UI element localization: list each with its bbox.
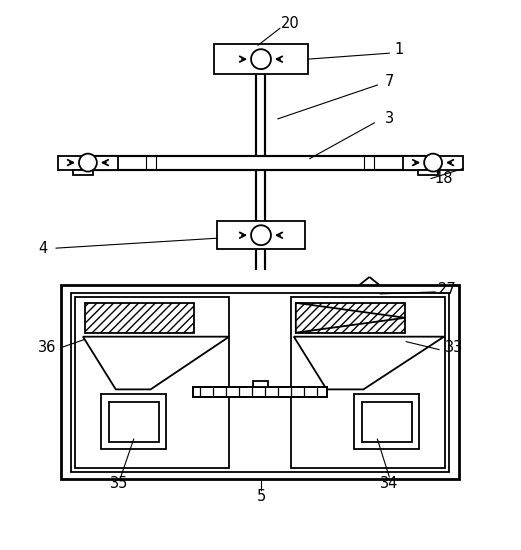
Text: 1: 1 (394, 42, 404, 57)
Bar (403, 156, 463, 169)
Bar (418, 169, 438, 174)
Text: 20: 20 (280, 16, 299, 31)
Bar (58, 156, 118, 169)
Bar (101, 394, 166, 449)
Text: 35: 35 (109, 476, 128, 491)
Bar (253, 382, 268, 387)
Circle shape (79, 153, 97, 172)
Text: 27: 27 (438, 282, 456, 298)
Bar (193, 387, 327, 397)
Circle shape (251, 49, 271, 69)
Bar (85, 303, 194, 333)
Bar (71, 293, 449, 472)
Circle shape (251, 226, 271, 245)
Bar (296, 303, 405, 333)
Circle shape (424, 153, 442, 172)
Text: 36: 36 (38, 340, 56, 355)
Bar (291, 297, 445, 468)
Bar (73, 169, 93, 174)
Text: 4: 4 (39, 241, 48, 256)
Bar (61, 285, 459, 479)
Polygon shape (83, 337, 229, 389)
Bar (109, 402, 158, 442)
Bar (91, 156, 429, 169)
Text: 18: 18 (435, 171, 453, 186)
Text: 34: 34 (380, 476, 399, 491)
Text: 7: 7 (384, 74, 394, 89)
Polygon shape (294, 337, 444, 389)
Text: 3: 3 (384, 111, 394, 126)
Bar (75, 297, 229, 468)
Polygon shape (296, 303, 405, 333)
Bar (214, 44, 308, 74)
Text: 5: 5 (256, 490, 266, 504)
Bar (354, 394, 419, 449)
Text: 33: 33 (445, 340, 463, 355)
Bar (217, 221, 305, 249)
Bar (363, 402, 412, 442)
